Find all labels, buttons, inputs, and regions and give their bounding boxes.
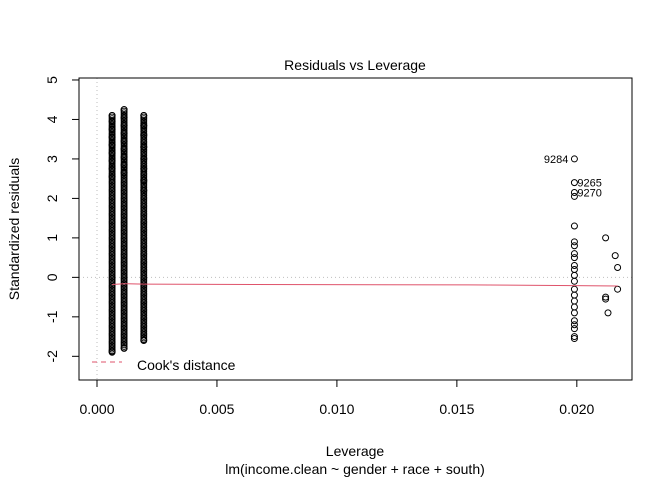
data-point [120, 169, 128, 177]
data-point [108, 157, 116, 165]
data-point [570, 317, 578, 325]
data-point [120, 344, 128, 352]
data-point [108, 117, 116, 125]
y-tick-label: 0 [44, 273, 60, 281]
y-tick-label: 1 [44, 234, 60, 242]
smooth-line [112, 283, 618, 287]
x-tick-label: 0.015 [439, 401, 474, 417]
data-point [570, 238, 578, 246]
data-point [108, 149, 116, 157]
data-point [140, 177, 148, 185]
data-point [570, 250, 578, 258]
legend-label-cooks-distance: Cook's distance [137, 357, 236, 373]
data-point [140, 187, 148, 195]
data-point [108, 141, 116, 149]
data-point [120, 113, 128, 121]
data-point [140, 112, 148, 120]
data-point [120, 121, 128, 129]
data-point [108, 165, 116, 173]
data-point [140, 121, 148, 129]
data-point [108, 133, 116, 141]
chart-title: Residuals vs Leverage [284, 57, 426, 73]
data-point [602, 295, 610, 303]
data-points [108, 106, 622, 356]
data-point [570, 321, 578, 329]
data-point [570, 254, 578, 262]
data-point [120, 153, 128, 161]
dense-column-2 [120, 106, 128, 352]
data-point [570, 188, 578, 196]
data-point [602, 293, 610, 301]
data-point [570, 179, 578, 187]
data-point [120, 161, 128, 169]
reference-lines [79, 78, 632, 380]
model-subtitle: lm(income.clean ~ gender + race + south) [225, 461, 485, 477]
y-tick-label: -2 [44, 350, 60, 363]
data-point [120, 137, 128, 145]
data-point [614, 263, 622, 271]
data-point [570, 333, 578, 341]
data-point [570, 155, 578, 163]
data-point [108, 173, 116, 181]
smooth-line-group [112, 283, 618, 287]
point-label-9270: 9270 [577, 187, 601, 199]
legend: Cook's distance [92, 357, 236, 373]
data-point [140, 131, 148, 139]
point-label-9265: 9265 [577, 178, 601, 190]
dense-column-1 [108, 112, 116, 356]
data-point [611, 252, 619, 260]
y-tick-label: 5 [44, 76, 60, 84]
y-tick-label: 2 [44, 194, 60, 202]
y-tick-label: 4 [44, 115, 60, 123]
x-tick-label: 0.005 [199, 401, 234, 417]
data-point [614, 285, 622, 293]
y-tick-label: 3 [44, 155, 60, 163]
data-point [570, 335, 578, 343]
data-point [140, 155, 148, 163]
dense-column-3 [140, 112, 148, 343]
data-point [108, 125, 116, 133]
data-point [570, 262, 578, 270]
data-point [140, 337, 148, 345]
x-tick-label: 0.020 [559, 401, 594, 417]
data-point [604, 309, 612, 317]
y-axis-label: Standardized residuals [6, 158, 22, 300]
data-point [602, 234, 610, 242]
data-point [108, 348, 116, 356]
y-tick-label: -1 [44, 310, 60, 323]
x-axis-label: Leverage [326, 443, 385, 459]
data-point [140, 143, 148, 151]
data-point [570, 192, 578, 200]
data-point [120, 106, 128, 114]
data-point [570, 325, 578, 333]
data-point [570, 242, 578, 250]
y-axis: -2 -1 0 1 2 3 4 5 [44, 76, 80, 363]
x-tick-label: 0.000 [79, 401, 114, 417]
data-point [570, 277, 578, 285]
data-point [570, 222, 578, 230]
data-point [120, 145, 128, 153]
data-point [140, 165, 148, 173]
data-point [120, 129, 128, 137]
x-axis: 0.000 0.005 0.010 0.015 0.020 [79, 379, 595, 417]
point-label-9284: 9284 [544, 154, 568, 166]
x-tick-label: 0.010 [319, 401, 354, 417]
data-point [570, 309, 578, 317]
